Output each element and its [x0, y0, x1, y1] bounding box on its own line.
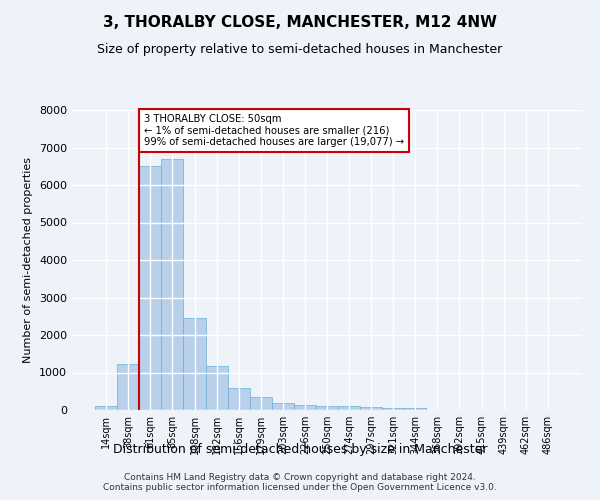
Bar: [206, 366, 227, 410]
Bar: [338, 406, 360, 410]
Bar: [184, 318, 206, 410]
Text: Distribution of semi-detached houses by size in Manchester: Distribution of semi-detached houses by …: [113, 442, 487, 456]
Text: Contains HM Land Registry data © Crown copyright and database right 2024.
Contai: Contains HM Land Registry data © Crown c…: [103, 472, 497, 492]
Text: 3 THORALBY CLOSE: 50sqm
← 1% of semi-detached houses are smaller (216)
99% of se: 3 THORALBY CLOSE: 50sqm ← 1% of semi-det…: [144, 114, 404, 147]
Bar: [95, 406, 117, 410]
Bar: [360, 407, 382, 410]
Bar: [117, 364, 139, 410]
Y-axis label: Number of semi-detached properties: Number of semi-detached properties: [23, 157, 34, 363]
Bar: [227, 388, 250, 410]
Text: 3, THORALBY CLOSE, MANCHESTER, M12 4NW: 3, THORALBY CLOSE, MANCHESTER, M12 4NW: [103, 15, 497, 30]
Bar: [161, 159, 184, 410]
Bar: [316, 406, 338, 410]
Text: Size of property relative to semi-detached houses in Manchester: Size of property relative to semi-detach…: [97, 42, 503, 56]
Bar: [272, 402, 294, 410]
Bar: [139, 166, 161, 410]
Bar: [382, 408, 404, 410]
Bar: [294, 405, 316, 410]
Bar: [250, 397, 272, 410]
Bar: [404, 408, 427, 410]
